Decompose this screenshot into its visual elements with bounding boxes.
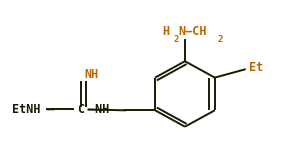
Text: NH: NH bbox=[85, 68, 99, 81]
Text: —: — bbox=[47, 103, 54, 116]
Text: H: H bbox=[163, 25, 169, 38]
Text: C: C bbox=[77, 103, 84, 116]
Text: 2: 2 bbox=[174, 35, 179, 44]
Text: Et: Et bbox=[249, 61, 263, 74]
Text: —NH: —NH bbox=[88, 103, 109, 116]
Text: N—CH: N—CH bbox=[178, 25, 206, 38]
Text: 2: 2 bbox=[218, 35, 223, 44]
Text: EtNH: EtNH bbox=[12, 103, 41, 116]
